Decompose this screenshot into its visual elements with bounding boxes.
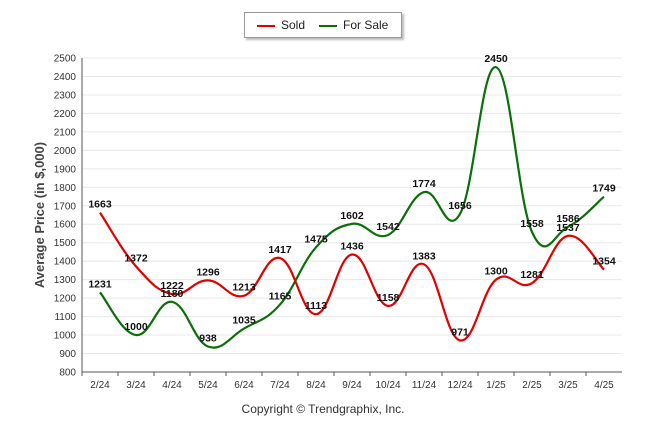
data-label-forsale: 1602	[340, 210, 364, 222]
legend-swatch-forsale	[319, 25, 337, 27]
data-label-sold: 1372	[124, 252, 148, 264]
x-tick-label: 9/24	[342, 380, 362, 391]
legend-swatch-sold	[257, 25, 275, 27]
y-tick-label: 1000	[54, 331, 77, 342]
grid-lines	[82, 57, 622, 373]
y-tick-label: 1900	[54, 164, 77, 175]
y-tick-label: 2000	[54, 146, 77, 157]
y-tick-label: 2100	[54, 127, 77, 138]
data-label-forsale: 1165	[269, 291, 292, 303]
x-tick-label: 5/24	[198, 380, 218, 391]
data-label-sold: 1300	[484, 266, 508, 278]
y-tick-label: 1100	[54, 312, 76, 323]
legend-label-forsale: For Sale	[343, 18, 389, 32]
y-tick-label: 1800	[54, 183, 77, 194]
y-tick-label: 2400	[54, 72, 77, 83]
y-tick-label: 2200	[54, 109, 77, 120]
data-label-sold: 1213	[232, 282, 256, 294]
data-label-sold: 1663	[88, 199, 112, 211]
x-tick-label: 6/24	[234, 380, 254, 391]
data-label-forsale: 1000	[124, 321, 148, 333]
data-label-sold: 1281	[520, 269, 544, 281]
x-tick-label: 8/24	[306, 380, 326, 391]
y-tick-label: 1700	[54, 201, 77, 212]
y-tick-label: 2500	[54, 54, 77, 65]
data-label-sold: 1158	[377, 292, 400, 304]
y-tick-label: 1600	[54, 220, 77, 231]
x-tick-label: 11/24	[412, 380, 437, 391]
data-labels: 1663 1372 1222 1296 1213 1417 1113 1436 1158 1383…	[88, 53, 616, 344]
y-tick-label: 800	[59, 368, 76, 379]
copyright-footer: Copyright © Trendgraphix, Inc.	[241, 402, 405, 416]
x-tick-label: 12/24	[447, 380, 472, 391]
data-label-forsale: 1749	[592, 183, 616, 195]
legend-label-sold: Sold	[281, 18, 306, 32]
y-tick-label: 1500	[54, 238, 77, 249]
data-label-sold: 1537	[556, 222, 580, 234]
x-tick-label: 1/25	[486, 380, 506, 391]
data-label-sold: 1113	[305, 300, 327, 312]
y-axis-title: Average Price (in $,000)	[32, 141, 47, 289]
x-tick-label: 2/25	[522, 380, 542, 391]
data-label-sold: 1417	[268, 244, 292, 256]
y-tick-label: 1300	[54, 275, 77, 286]
axes: 800 900 1000 1100 1200 1300 1400 1500 1600 1700 18…	[54, 54, 622, 391]
y-tick-label: 1200	[54, 294, 77, 305]
y-tick-label: 1400	[54, 257, 77, 268]
series-line-sold	[99, 211, 605, 342]
data-label-sold: 1383	[412, 250, 436, 262]
legend: Sold For Sale	[244, 12, 402, 38]
data-label-sold: 1296	[196, 266, 220, 278]
data-label-sold: 971	[451, 326, 469, 338]
data-label-sold: 1222	[160, 280, 184, 292]
x-tick-label: 10/24	[375, 380, 400, 391]
y-tick-label: 2300	[54, 90, 77, 101]
data-label-forsale: 1586	[556, 213, 580, 225]
data-label-sold: 1436	[340, 241, 364, 253]
data-label-forsale: 1656	[448, 200, 472, 212]
series-line-forsale	[99, 66, 605, 349]
x-tick-label: 4/24	[162, 380, 182, 391]
data-label-forsale: 1231	[88, 278, 112, 290]
x-tick-label: 4/25	[594, 380, 614, 391]
data-label-forsale: 1035	[232, 315, 256, 327]
data-label-forsale: 938	[199, 333, 217, 345]
y-tick-label: 900	[59, 349, 76, 360]
series-lines	[99, 66, 605, 349]
data-label-forsale: 2450	[484, 53, 508, 65]
x-tick-label: 2/24	[90, 380, 110, 391]
x-tick-label: 3/25	[558, 380, 578, 391]
x-tick-label: 3/24	[126, 380, 146, 391]
data-label-forsale: 1558	[520, 218, 544, 230]
x-tick-label: 7/24	[270, 380, 290, 391]
data-label-forsale: 1774	[412, 178, 436, 190]
data-label-forsale: 1542	[376, 221, 400, 233]
data-label-sold: 1354	[592, 256, 616, 268]
data-label-forsale: 1475	[304, 233, 328, 245]
data-label-forsale: 1180	[161, 288, 184, 300]
